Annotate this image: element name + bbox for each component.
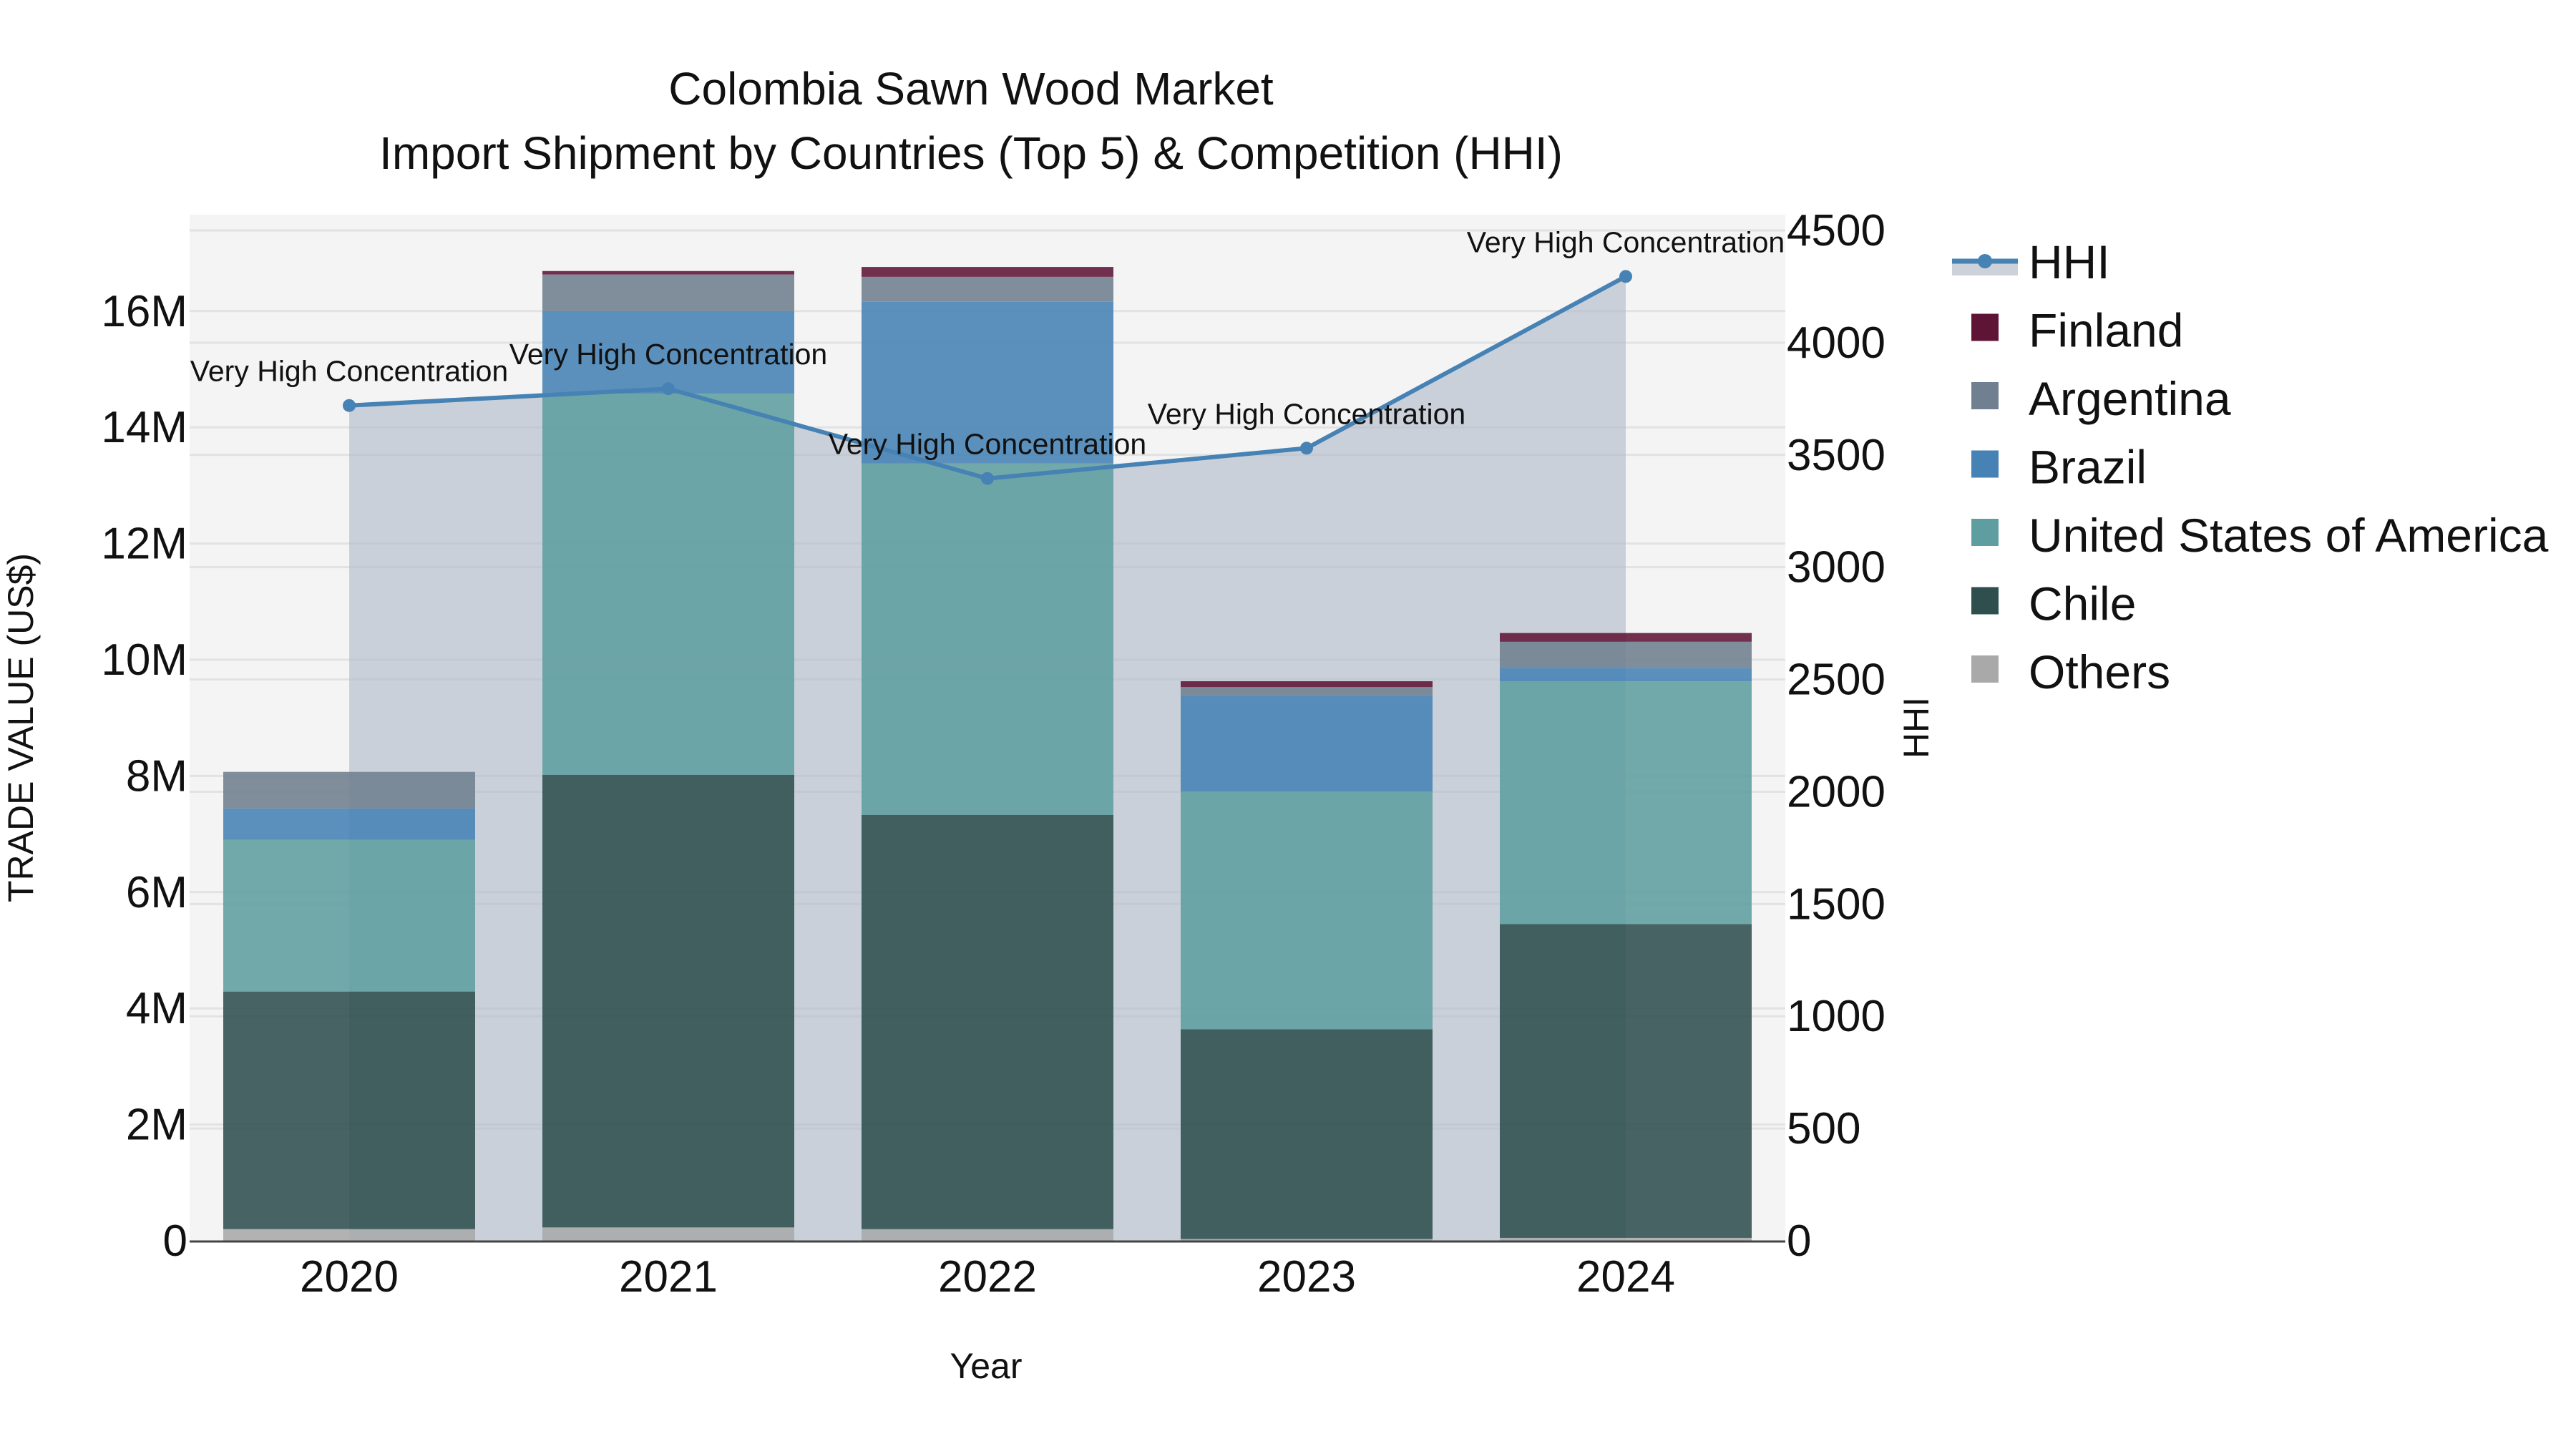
bar-segment[interactable]: [542, 311, 794, 394]
bar-segment[interactable]: [862, 301, 1113, 464]
legend-item-chile[interactable]: Chile: [1971, 577, 2136, 630]
legend-label: HHI: [2029, 235, 2110, 288]
x-tick-label: 2023: [1257, 1252, 1356, 1302]
hhi-marker[interactable]: [1619, 270, 1632, 283]
y-right-tick-label: 500: [1787, 1104, 1860, 1153]
bar-segment[interactable]: [862, 267, 1113, 277]
bar-segment[interactable]: [1500, 924, 1752, 1238]
hhi-line: [343, 270, 1632, 485]
bar-segment[interactable]: [1181, 1239, 1433, 1241]
bar-segment[interactable]: [223, 1229, 475, 1241]
y-right-tick-label: 3500: [1787, 431, 1885, 480]
legend-item-united-states-of-america[interactable]: United States of America: [1971, 509, 2549, 562]
legend-label: Argentina: [2029, 372, 2231, 425]
legend-swatch: [1971, 519, 1999, 546]
legend-swatch: [1971, 587, 1999, 615]
legend: HHI Finland Argentina Brazil United States o…: [1952, 235, 2549, 698]
bar-segment[interactable]: [1500, 668, 1752, 682]
bar-segment[interactable]: [542, 274, 794, 311]
hhi-annotation: Very High Concentration: [509, 338, 827, 371]
bar-segment[interactable]: [1181, 687, 1433, 696]
y-right-tick-label: 0: [1787, 1216, 1811, 1266]
y-right-tick-label: 3000: [1787, 543, 1885, 592]
hhi-annotation: Very High Concentration: [190, 355, 508, 388]
legend-label: Finland: [2029, 304, 2183, 357]
bar-segment[interactable]: [1500, 681, 1752, 924]
hhi-marker[interactable]: [981, 472, 994, 485]
y-right-tick-label: 2000: [1787, 767, 1885, 816]
legend-label: Brazil: [2029, 441, 2147, 494]
bar-segment[interactable]: [1181, 681, 1433, 688]
x-tick-label: 2020: [300, 1252, 399, 1302]
y-left-axis-title: TRADE VALUE (US$): [1, 553, 41, 902]
bar-segment[interactable]: [223, 808, 475, 840]
legend-swatch: [1971, 655, 1999, 683]
legend-item-hhi[interactable]: HHI: [1952, 235, 2110, 288]
legend-item-argentina[interactable]: Argentina: [1971, 372, 2231, 425]
y-right-tick-label: 4000: [1787, 318, 1885, 368]
legend-marker-icon: [1978, 254, 1992, 268]
hhi-annotation: Very High Concentration: [829, 428, 1146, 461]
legend-swatch: [1971, 382, 1999, 409]
chart-title-line1: Colombia Sawn Wood Market: [668, 63, 1274, 114]
x-axis-title: Year: [950, 1346, 1022, 1386]
bar-segment[interactable]: [223, 991, 475, 1229]
y-left-tick-label: 16M: [101, 287, 187, 336]
x-ticks: 2020 2021 2022 2023 2024: [300, 1252, 1675, 1302]
legend-label: Chile: [2029, 577, 2136, 630]
bar-segment[interactable]: [223, 839, 475, 992]
y-left-tick-label: 14M: [101, 403, 187, 452]
hhi-marker[interactable]: [662, 382, 675, 396]
legend-item-brazil[interactable]: Brazil: [1971, 441, 2147, 494]
bar-segment[interactable]: [862, 463, 1113, 815]
x-tick-label: 2021: [619, 1252, 718, 1302]
bar-segment[interactable]: [862, 1229, 1113, 1241]
x-tick-label: 2024: [1576, 1252, 1675, 1302]
hhi-marker[interactable]: [1300, 441, 1313, 455]
bar-segment[interactable]: [223, 771, 475, 809]
bar-segment[interactable]: [1500, 641, 1752, 668]
y-right-tick-label: 1500: [1787, 879, 1885, 929]
bar-segment[interactable]: [862, 276, 1113, 302]
bar-segment[interactable]: [542, 270, 794, 275]
bar-segment[interactable]: [1181, 1029, 1433, 1239]
y-left-tick-label: 0: [163, 1216, 187, 1266]
hhi-annotation: Very High Concentration: [1467, 225, 1785, 258]
y-left-tick-label: 2M: [126, 1101, 187, 1150]
bar-segment[interactable]: [542, 774, 794, 1228]
y-right-tick-label: 2500: [1787, 655, 1885, 705]
y-right-tick-label: 1000: [1787, 992, 1885, 1041]
bar-segment[interactable]: [862, 814, 1113, 1229]
y-right-tick-label: 4500: [1787, 206, 1885, 255]
legend-label: United States of America: [2029, 509, 2549, 562]
y-left-ticks: 0 2M 4M 6M 8M 10M 12M 14M 16M: [101, 287, 187, 1266]
bar-segment[interactable]: [542, 1227, 794, 1241]
legend-swatch: [1971, 313, 1999, 341]
legend-item-others[interactable]: Others: [1971, 645, 2170, 698]
y-left-tick-label: 4M: [126, 984, 187, 1033]
bar-segment[interactable]: [1500, 1237, 1752, 1241]
y-left-tick-label: 8M: [126, 751, 187, 801]
y-right-axis-title: HHI: [1896, 697, 1936, 758]
bar-segment[interactable]: [1500, 633, 1752, 642]
stacked-bars: [223, 267, 1752, 1241]
x-tick-label: 2022: [938, 1252, 1037, 1302]
legend-swatch: [1971, 450, 1999, 478]
legend-item-finland[interactable]: Finland: [1971, 304, 2183, 357]
bar-segment[interactable]: [1181, 696, 1433, 792]
y-left-tick-label: 12M: [101, 519, 187, 569]
y-right-ticks: 0 500 1000 1500 2000 2500 3000 3500 4000 4500: [1787, 206, 1885, 1266]
y-left-tick-label: 10M: [101, 635, 187, 685]
bar-segment[interactable]: [1181, 791, 1433, 1030]
legend-label: Others: [2029, 645, 2170, 698]
y-left-tick-label: 6M: [126, 868, 187, 917]
bar-segment[interactable]: [542, 394, 794, 775]
chart-title-line2: Import Shipment by Countries (Top 5) & C…: [379, 127, 1563, 179]
hhi-marker[interactable]: [343, 399, 356, 412]
hhi-annotation: Very High Concentration: [1148, 397, 1465, 430]
